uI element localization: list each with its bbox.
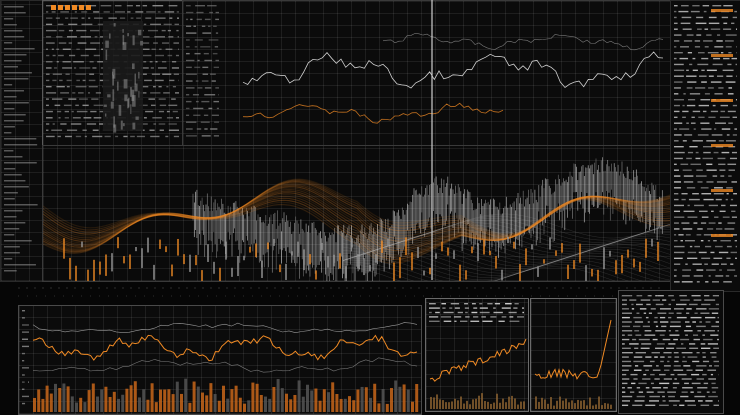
bottom-right-text-texture (622, 295, 719, 407)
main-wave-chart-panel (42, 145, 672, 282)
main-wave-chart (43, 157, 671, 281)
bottom-mid-chart-panel (425, 298, 529, 412)
top-line-chart (186, 5, 664, 137)
right-text-column (670, 0, 740, 292)
ticker-texture (46, 5, 179, 138)
bottom-right-spike-chart-panel (530, 298, 617, 412)
left-data-column (0, 0, 44, 282)
bottom-right-spike-chart (534, 319, 612, 409)
left-column-texture (4, 6, 38, 272)
bottom-right-text-panel (618, 290, 724, 414)
bottom-mid-chart (429, 303, 527, 409)
right-column-texture (674, 5, 737, 283)
bottom-bar-line-chart-panel (18, 305, 422, 415)
top-left-ticker-panel (42, 0, 184, 147)
bottom-bar-line-chart (22, 310, 419, 412)
top-line-chart-panel (182, 0, 672, 147)
